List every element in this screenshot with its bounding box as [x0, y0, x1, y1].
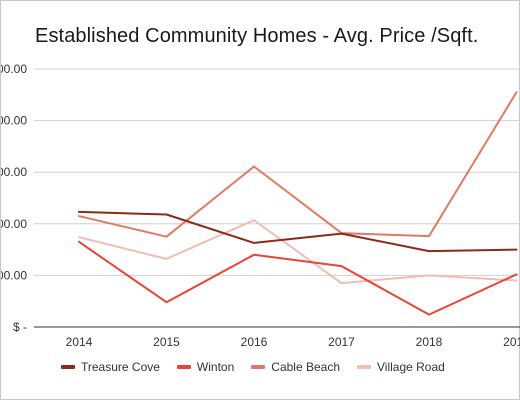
x-tick-label: 2017 [328, 335, 355, 349]
series-line-treasure-cove [78, 210, 518, 253]
x-tick-label: 2016 [241, 335, 268, 349]
legend-label: Cable Beach [271, 360, 340, 374]
x-tick-label: 2015 [153, 335, 180, 349]
legend-label: Winton [196, 360, 235, 374]
y-tick-label: $ - [13, 320, 27, 334]
legend-swatch [251, 365, 266, 369]
legend-label: Village Road [377, 360, 445, 374]
series-line-winton [78, 240, 518, 316]
y-tick-label: $100.00 [1, 268, 27, 282]
y-tick-label: $500.00 [1, 62, 27, 76]
legend-label: Treasure Cove [81, 360, 160, 374]
legend-item: Village Road [357, 360, 445, 374]
chart-title: Established Community Homes - Avg. Price… [35, 25, 479, 47]
series-line-village-road [78, 219, 518, 285]
x-tick-label: 2019 [503, 335, 520, 349]
legend-swatch [61, 365, 75, 369]
x-tick-label: 2014 [66, 335, 93, 349]
y-tick-label: $400.00 [1, 114, 27, 128]
x-tick-label: 2018 [416, 335, 443, 349]
legend-item: Winton [176, 360, 235, 374]
legend-item: Cable Beach [251, 360, 340, 374]
y-tick-label: $200.00 [1, 217, 27, 231]
legend-item: Treasure Cove [61, 360, 160, 374]
legend-swatch [176, 365, 191, 369]
series-line-cable-beach [78, 91, 518, 238]
chart-legend: Treasure Cove Winton Cable Beach Village Ro… [61, 360, 462, 374]
y-tick-label: $300.00 [1, 165, 27, 179]
legend-swatch [357, 365, 371, 369]
